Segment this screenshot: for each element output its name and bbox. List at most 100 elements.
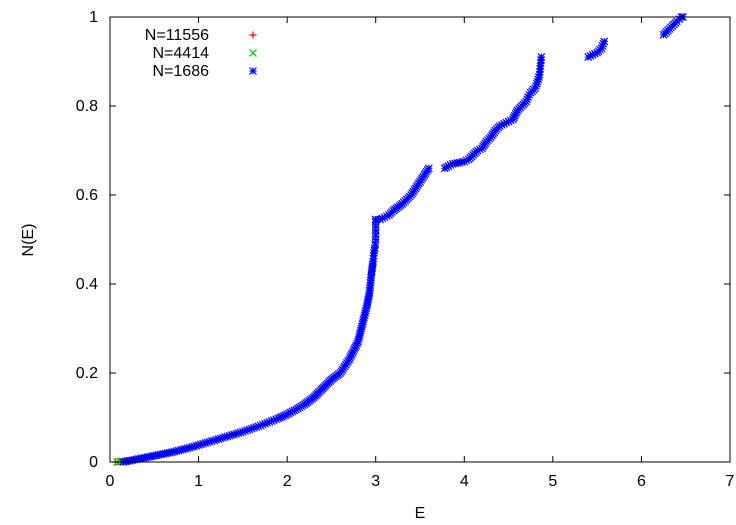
- data-point: [351, 343, 360, 352]
- data-point: [346, 352, 355, 361]
- data-point: [588, 50, 597, 59]
- data-point: [230, 430, 238, 439]
- data-point: [214, 435, 223, 444]
- data-point: [509, 113, 518, 122]
- data-point: [444, 162, 453, 170]
- data-point: [196, 440, 205, 449]
- data-point: [269, 416, 278, 425]
- data-point: [201, 439, 210, 448]
- data-point: [245, 425, 254, 434]
- data-point: [256, 421, 265, 430]
- x-tick-label: 5: [548, 473, 557, 490]
- data-point: [263, 418, 272, 427]
- data-point: [212, 435, 221, 444]
- data-point: [199, 439, 207, 448]
- data-point: [254, 422, 263, 431]
- data-point: [380, 213, 389, 222]
- data-point: [522, 97, 531, 106]
- data-point: [276, 413, 284, 422]
- data-point: [473, 146, 482, 155]
- data-point: [352, 341, 361, 350]
- data-point: [597, 44, 606, 53]
- y-axis-title: N(E): [20, 224, 37, 257]
- plot-frame: [109, 16, 731, 463]
- data-point: [265, 418, 274, 426]
- data-point: [194, 441, 203, 450]
- y-tick-label: 0.4: [76, 276, 98, 293]
- data-point: [347, 350, 356, 359]
- data-point: [531, 84, 540, 93]
- data-point: [267, 417, 276, 425]
- data-point: [591, 49, 599, 58]
- data-point: [252, 423, 261, 431]
- x-tick-label: 0: [106, 473, 115, 490]
- data-point: [509, 115, 517, 124]
- data-point: [190, 442, 199, 451]
- data-point: [219, 433, 227, 442]
- data-point: [281, 411, 290, 420]
- data-point: [498, 120, 506, 129]
- data-point: [376, 215, 385, 224]
- data-marks: [111, 13, 687, 466]
- data-point: [221, 433, 230, 442]
- data-point: [232, 429, 241, 438]
- data-point: [586, 52, 595, 60]
- data-point: [382, 212, 391, 221]
- legend-label: N=11556: [145, 27, 209, 44]
- data-point: [371, 231, 380, 239]
- data-point: [348, 348, 357, 357]
- data-point: [236, 428, 245, 437]
- data-point: [216, 434, 225, 443]
- y-tick-label: 0.8: [76, 98, 98, 115]
- data-point: [462, 156, 471, 165]
- data-point: [345, 355, 354, 364]
- data-point: [598, 42, 607, 50]
- data-point: [205, 437, 214, 446]
- data-point: [424, 164, 433, 173]
- legend-marker: [249, 67, 257, 75]
- y-tick-label: 1: [89, 9, 98, 26]
- data-point: [524, 93, 532, 102]
- y-tick-label: 0.2: [76, 365, 98, 382]
- y-tick-label: 0.6: [76, 187, 98, 204]
- data-point: [225, 431, 234, 440]
- data-point: [185, 443, 194, 452]
- data-point: [243, 426, 252, 435]
- data-point: [584, 53, 593, 61]
- data-point: [353, 339, 362, 348]
- data-point: [261, 419, 269, 428]
- series-N=1686: [119, 13, 687, 466]
- data-point: [599, 39, 608, 48]
- data-point: [537, 53, 546, 61]
- data-point: [223, 432, 232, 441]
- data-point: [188, 443, 196, 452]
- data-point: [258, 420, 267, 429]
- data-point: [525, 90, 534, 99]
- data-point: [234, 429, 243, 437]
- data-point: [207, 437, 216, 446]
- data-point: [277, 412, 286, 421]
- data-point: [192, 441, 201, 450]
- data-point: [241, 427, 249, 435]
- data-point: [371, 215, 380, 224]
- data-point: [203, 438, 212, 447]
- data-point: [250, 423, 258, 432]
- data-point: [600, 37, 609, 46]
- x-tick-label: 2: [283, 473, 292, 490]
- data-point: [371, 235, 380, 244]
- legend-label: N=1686: [153, 63, 210, 80]
- legend-label: N=4414: [153, 45, 210, 62]
- data-point: [523, 95, 532, 104]
- data-point: [279, 412, 288, 420]
- y-tick-label: 0: [89, 454, 98, 471]
- data-point: [349, 346, 358, 355]
- data-point: [247, 424, 256, 433]
- x-tick-label: 4: [460, 473, 469, 490]
- data-point: [500, 119, 509, 128]
- data-point: [460, 157, 469, 166]
- x-tick-label: 1: [194, 473, 203, 490]
- legend-marker: [249, 49, 257, 57]
- data-point: [510, 111, 519, 120]
- data-point: [210, 436, 218, 445]
- data-point: [370, 244, 379, 253]
